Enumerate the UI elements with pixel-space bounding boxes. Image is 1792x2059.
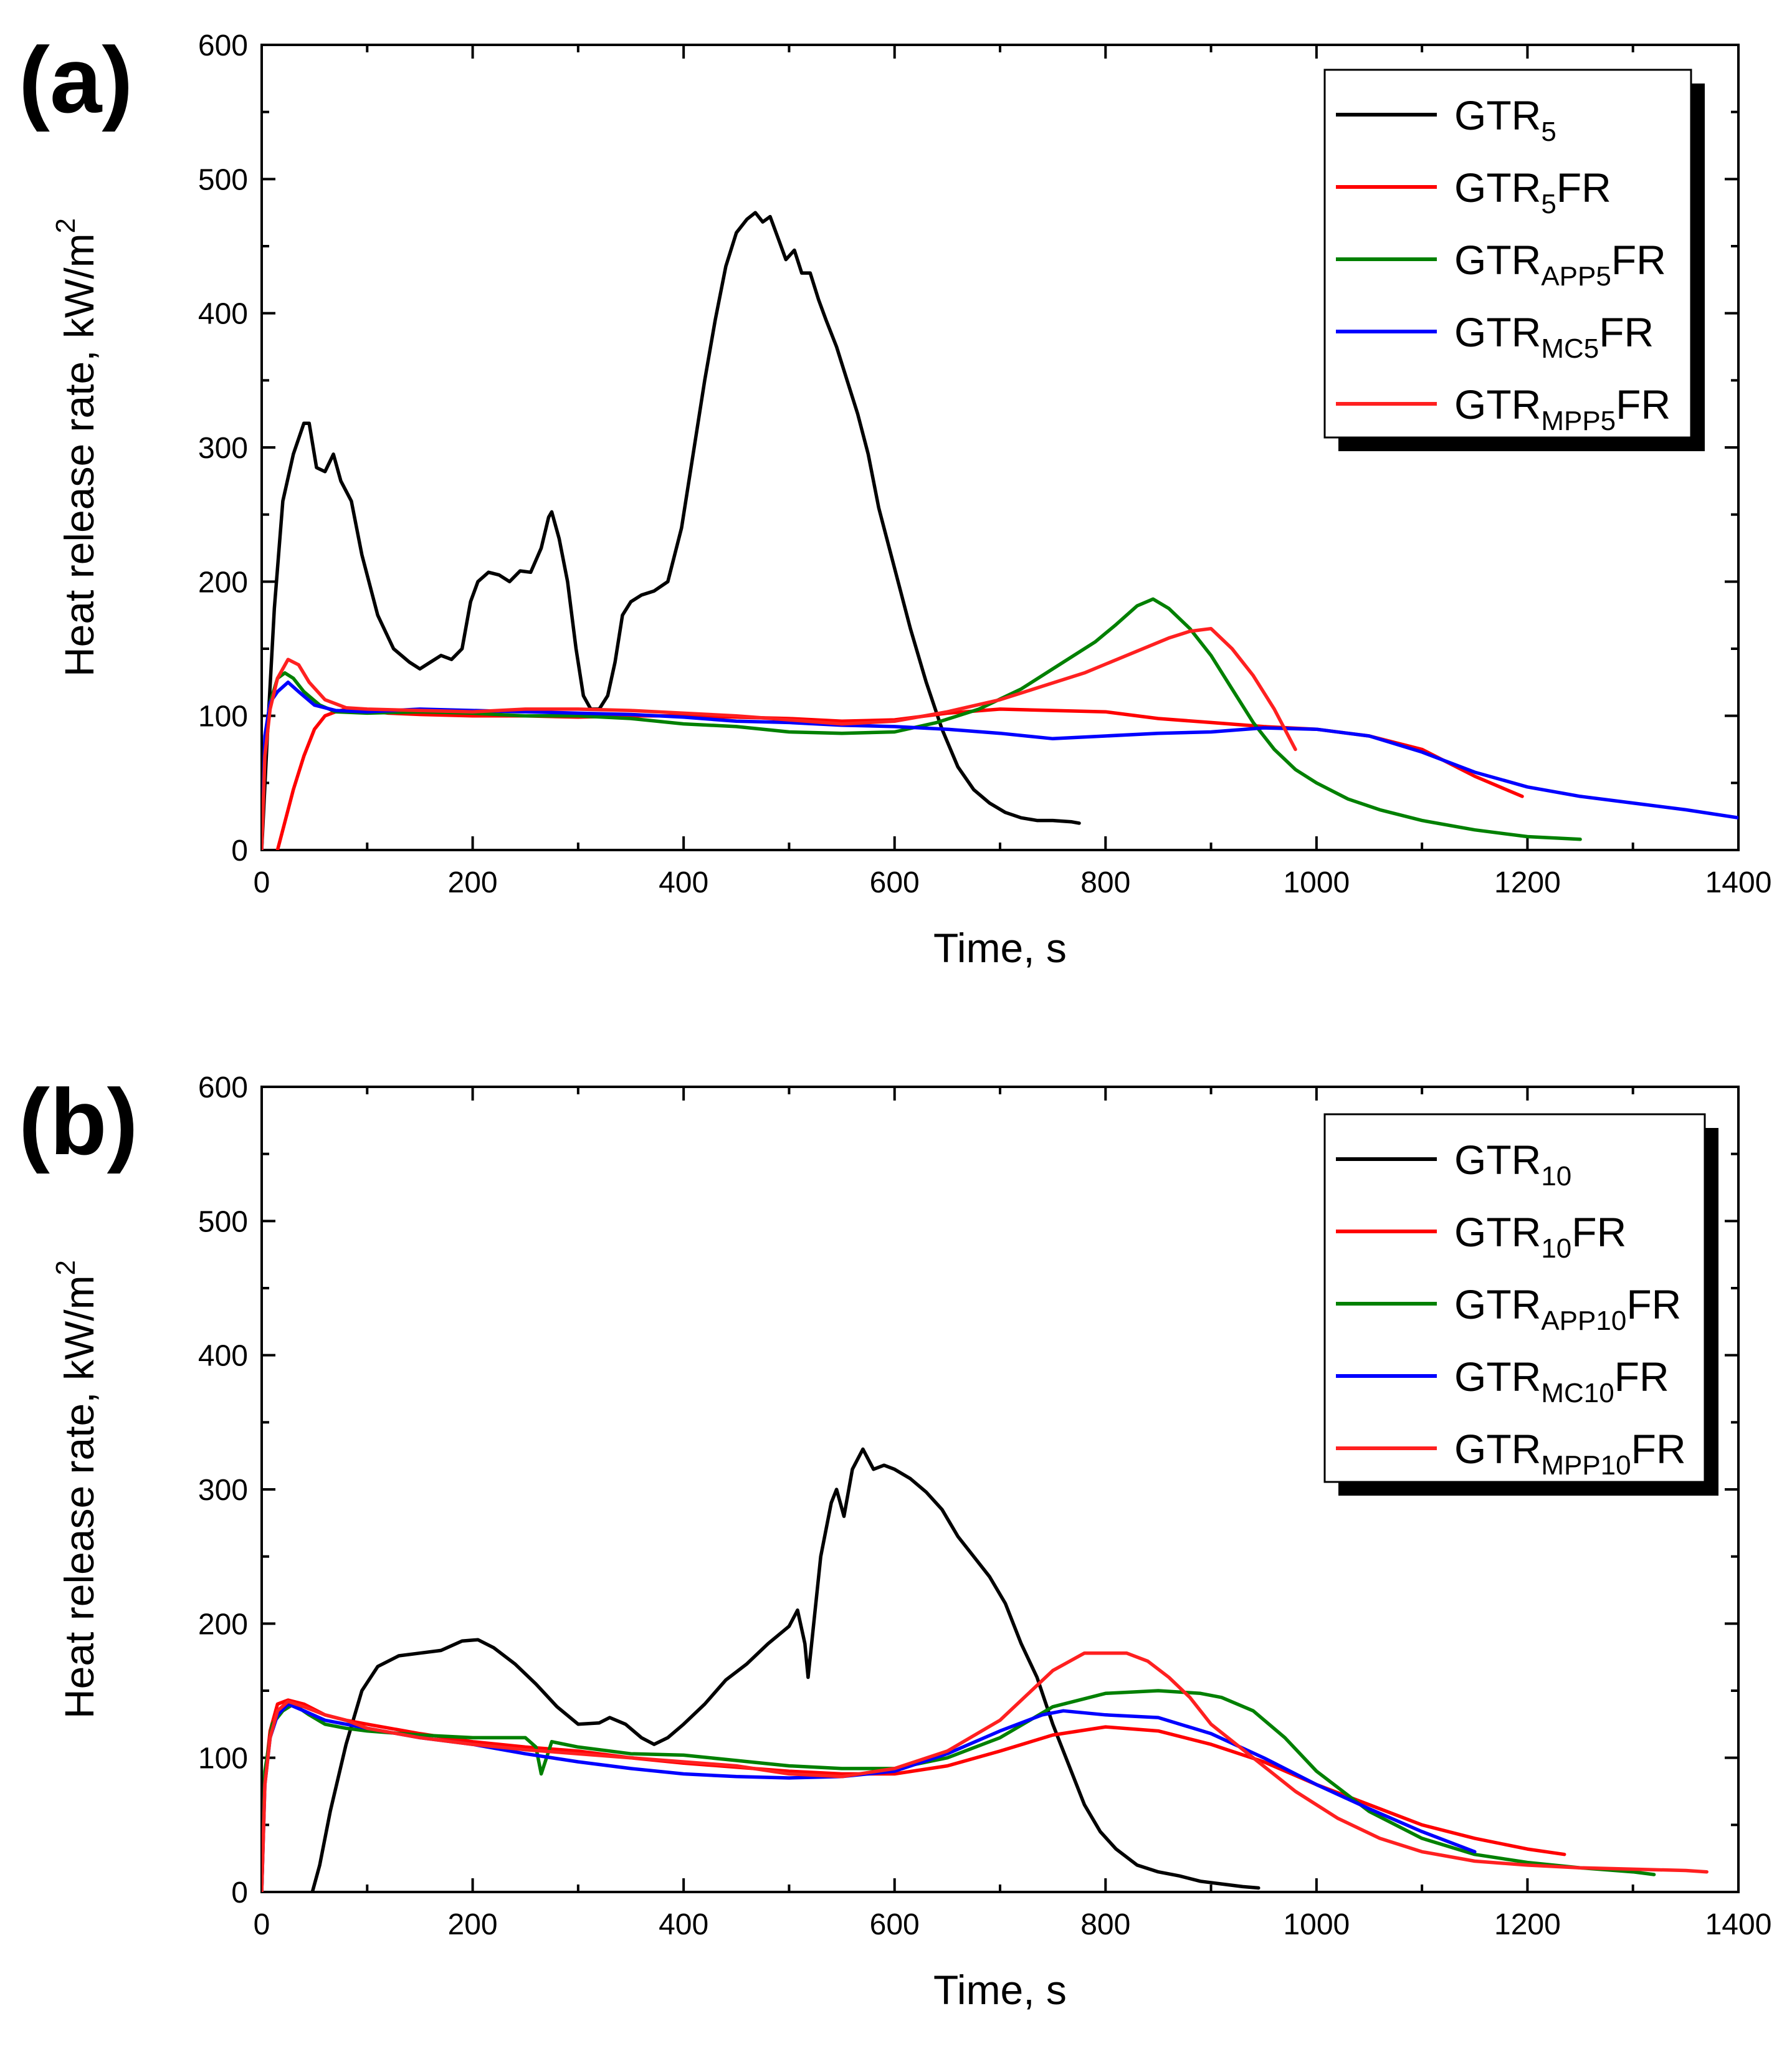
series-line-GTR10 <box>310 1447 1261 1892</box>
legend-label-part: GTR <box>1454 1354 1541 1400</box>
legend-label-part: GTR <box>1454 309 1541 355</box>
legend-label-GTR10: GTR10 <box>1454 1137 1571 1192</box>
legend-label-GTRAPP5FR: GTRAPP5FR <box>1454 237 1666 292</box>
legend-label-part: GTR <box>1454 1137 1541 1183</box>
y-tick-label: 500 <box>198 1205 248 1238</box>
series-line-GTRAPP10FR <box>262 1689 1656 1892</box>
legend-label-part: GTR <box>1454 1426 1541 1472</box>
series-line-GTRAPP5FR <box>262 597 1582 850</box>
legend-label-part: GTR <box>1454 165 1541 211</box>
legend-label-part: GTR <box>1454 237 1541 283</box>
legend-label-part: APP10 <box>1541 1306 1626 1336</box>
legend-label-part: FR <box>1616 381 1670 428</box>
x-axis-title: Time, s <box>933 1967 1067 2013</box>
legend-label-part: FR <box>1611 237 1666 283</box>
x-tick-label: 600 <box>870 1908 920 1941</box>
legend-label-part: 5 <box>1541 117 1556 147</box>
y-tick-label: 0 <box>231 1876 248 1909</box>
legend-label-part: MC10 <box>1541 1378 1614 1408</box>
legend-label-part: 10 <box>1541 1161 1571 1192</box>
x-tick-label: 600 <box>870 866 920 899</box>
legend-label-GTRMC10FR: GTRMC10FR <box>1454 1354 1669 1408</box>
y-axis-title: Heat release rate, kW/m2 <box>50 218 102 677</box>
panel-label-a: (a) <box>19 27 133 132</box>
y-tick-label: 400 <box>198 298 248 331</box>
legend-label-part: MC5 <box>1541 333 1599 364</box>
x-tick-label: 1200 <box>1494 866 1561 899</box>
y-tick-label: 500 <box>198 163 248 196</box>
legend-label-part: APP5 <box>1541 261 1611 292</box>
y-tick-label: 0 <box>231 834 248 867</box>
legend-box <box>1323 69 1692 439</box>
legend: GTR10GTR10FRGTRAPP10FRGTRMC10FRGTRMPP10F… <box>1323 1113 1718 1496</box>
x-tick-label: 800 <box>1080 1908 1130 1941</box>
y-axis-title-main: Heat release rate, kW/m <box>56 1275 102 1719</box>
legend-label-GTR5: GTR5 <box>1454 92 1556 147</box>
x-tick-label: 400 <box>659 1908 708 1941</box>
panel-label-b: (b) <box>19 1069 138 1174</box>
x-tick-label: 1200 <box>1494 1908 1561 1941</box>
legend-label-part: MPP10 <box>1541 1450 1631 1481</box>
legend-label-part: FR <box>1599 309 1654 355</box>
legend-label-part: GTR <box>1454 1281 1541 1327</box>
legend-label-part: FR <box>1571 1209 1626 1255</box>
legend-label-part: FR <box>1631 1426 1686 1472</box>
series-line-GTRMPP5FR <box>262 626 1297 850</box>
x-tick-label: 1400 <box>1705 866 1772 899</box>
x-tick-label: 200 <box>448 1908 498 1941</box>
legend-label-part: MPP5 <box>1541 406 1616 436</box>
panel-b: (b) 0 200 400 600 800 1000 1200 1400 0 100 200 300 40… <box>19 1069 1771 2013</box>
legend-label-GTRMPP10FR: GTRMPP10FR <box>1454 1426 1686 1481</box>
legend-label-GTR10FR: GTR10FR <box>1454 1209 1626 1264</box>
legend-label-part: 10 <box>1541 1233 1571 1264</box>
legend-label-GTRMC5FR: GTRMC5FR <box>1454 309 1654 364</box>
legend-box <box>1323 1113 1706 1483</box>
legend-label-part: FR <box>1556 165 1611 211</box>
y-tick-label: 600 <box>198 1071 248 1104</box>
legend-label-part: FR <box>1626 1281 1681 1327</box>
x-tick-label: 0 <box>254 1908 270 1941</box>
legend-label-part: 5 <box>1541 189 1556 219</box>
legend-label-part: FR <box>1614 1354 1669 1400</box>
y-tick-label: 600 <box>198 29 248 62</box>
y-axis-title: Heat release rate, kW/m2 <box>50 1260 102 1719</box>
x-tick-label: 1000 <box>1283 866 1350 899</box>
x-axis-title: Time, s <box>933 925 1067 971</box>
series-lines <box>262 1447 1709 1892</box>
y-tick-label: 100 <box>198 700 248 733</box>
series-line-GTRMPP10FR <box>262 1651 1709 1892</box>
x-tick-label: 200 <box>448 866 498 899</box>
legend-label-part: GTR <box>1454 92 1541 138</box>
y-axis-title-sup: 2 <box>50 1260 81 1275</box>
y-tick-label: 300 <box>198 432 248 465</box>
legend-label-part: GTR <box>1454 381 1541 428</box>
x-tick-label: 0 <box>254 866 270 899</box>
series-line-GTR5 <box>262 211 1081 850</box>
panel-a: (a) 0 200 400 600 800 1000 1200 1400 0 100 200 300 40… <box>19 27 1771 971</box>
x-tick-label: 1000 <box>1283 1908 1350 1941</box>
y-axis-title-sup: 2 <box>50 218 81 233</box>
legend-label-GTRMPP5FR: GTRMPP5FR <box>1454 381 1670 436</box>
y-tick-label: 400 <box>198 1340 248 1373</box>
y-tick-label: 200 <box>198 1608 248 1641</box>
y-tick-label: 100 <box>198 1742 248 1775</box>
x-tick-label: 1400 <box>1705 1908 1772 1941</box>
legend-label-GTRAPP10FR: GTRAPP10FR <box>1454 1281 1681 1336</box>
y-tick-label: 300 <box>198 1474 248 1507</box>
series-line-GTRMC10FR <box>262 1702 1477 1892</box>
y-axis-title-main: Heat release rate, kW/m <box>56 233 102 677</box>
legend-label-GTR5FR: GTR5FR <box>1454 165 1611 219</box>
y-tick-label: 200 <box>198 566 248 599</box>
legend-label-part: GTR <box>1454 1209 1541 1255</box>
series-lines <box>262 211 1738 850</box>
x-tick-label: 400 <box>659 866 708 899</box>
x-tick-label: 800 <box>1080 866 1130 899</box>
